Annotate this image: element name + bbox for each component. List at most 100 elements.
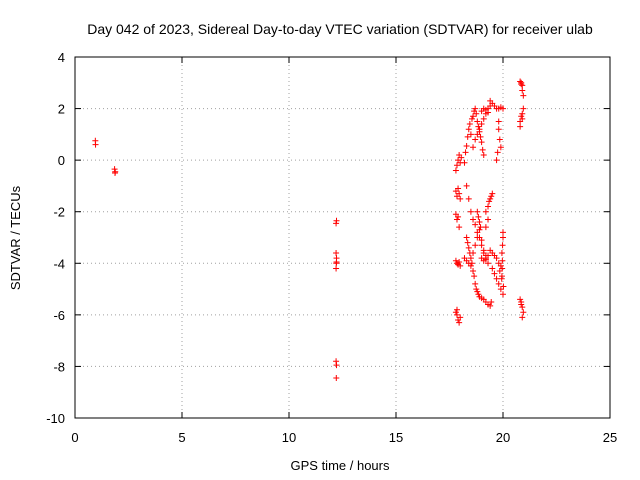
data-point xyxy=(467,208,474,215)
axis-ticks: 0 5 10 15 20 25 -10 -8 -6 -4 -2 0 2 4 xyxy=(46,50,617,445)
data-point xyxy=(485,203,492,210)
data-point xyxy=(467,131,474,138)
data-point xyxy=(333,375,340,382)
data-point xyxy=(470,144,477,151)
data-point xyxy=(473,286,480,293)
data-point xyxy=(333,265,340,272)
data-point xyxy=(491,270,498,277)
data-point xyxy=(496,136,503,143)
x-tick-label: 10 xyxy=(282,430,296,445)
data-point xyxy=(480,151,487,158)
x-tick-label: 0 xyxy=(71,430,78,445)
data-point xyxy=(476,219,483,226)
data-point xyxy=(493,157,500,164)
data-point xyxy=(519,87,526,94)
data-point xyxy=(453,162,460,169)
data-point xyxy=(472,105,479,112)
data-point xyxy=(474,131,481,138)
data-point xyxy=(478,121,485,128)
data-point xyxy=(333,249,340,256)
data-point xyxy=(473,110,480,117)
data-point xyxy=(458,154,465,161)
data-point xyxy=(488,193,495,200)
data-point xyxy=(467,255,474,262)
data-point xyxy=(520,309,527,316)
x-tick-label: 15 xyxy=(389,430,403,445)
data-point xyxy=(478,237,485,244)
data-point xyxy=(520,92,527,99)
data-point xyxy=(482,224,489,231)
data-point xyxy=(482,208,489,215)
data-point xyxy=(476,226,483,233)
data-point xyxy=(519,115,526,122)
data-point xyxy=(519,82,526,89)
data-point xyxy=(456,190,463,197)
y-tick-label: -10 xyxy=(46,411,65,426)
data-point xyxy=(498,275,505,282)
data-point xyxy=(479,146,486,153)
data-point xyxy=(517,78,524,85)
data-point xyxy=(485,109,492,116)
data-point xyxy=(474,208,481,215)
data-point xyxy=(470,249,477,256)
data-point xyxy=(453,311,460,318)
data-point xyxy=(500,291,506,298)
data-point xyxy=(457,195,464,202)
data-point xyxy=(452,257,459,264)
y-tick-label: -4 xyxy=(53,256,65,271)
data-point xyxy=(499,242,506,249)
y-tick-label: 4 xyxy=(58,50,65,65)
data-point xyxy=(333,217,340,224)
data-point xyxy=(455,185,462,192)
data-point xyxy=(475,213,482,220)
x-tick-label: 20 xyxy=(496,430,510,445)
data-point xyxy=(485,260,492,267)
data-point xyxy=(517,123,524,130)
data-point xyxy=(474,118,481,125)
data-point xyxy=(453,306,460,313)
y-tick-label: -8 xyxy=(53,359,65,374)
y-tick-label: -2 xyxy=(53,205,65,220)
data-point xyxy=(465,244,472,251)
data-point xyxy=(452,309,459,316)
data-point xyxy=(494,149,501,156)
x-tick-label: 5 xyxy=(178,430,185,445)
data-point xyxy=(471,273,478,280)
data-point xyxy=(520,105,527,112)
data-point xyxy=(456,258,463,265)
data-point xyxy=(500,234,506,241)
data-point xyxy=(518,298,525,305)
data-point xyxy=(464,133,471,140)
data-point xyxy=(112,168,119,175)
data-point xyxy=(487,97,494,104)
data-point xyxy=(487,195,494,202)
data-point xyxy=(495,126,502,133)
data-point xyxy=(465,195,472,202)
data-point xyxy=(486,198,493,205)
data-point xyxy=(465,126,472,133)
data-point xyxy=(475,123,482,130)
data-point xyxy=(489,190,496,197)
data-point xyxy=(478,242,485,249)
data-point xyxy=(499,257,506,264)
data-points xyxy=(92,78,527,382)
data-point xyxy=(478,139,485,146)
data-point xyxy=(470,268,477,275)
data-point xyxy=(474,288,481,295)
data-point xyxy=(470,113,477,120)
data-point xyxy=(455,213,462,220)
data-point xyxy=(488,298,495,305)
data-point xyxy=(457,314,464,321)
data-point xyxy=(466,121,473,128)
data-point xyxy=(472,242,479,249)
data-point xyxy=(467,262,474,269)
data-point xyxy=(518,113,525,120)
data-point xyxy=(497,262,504,269)
data-point xyxy=(464,239,471,246)
data-point xyxy=(485,216,492,223)
data-point xyxy=(495,280,502,287)
data-point xyxy=(333,362,340,369)
data-point xyxy=(472,280,479,287)
data-point xyxy=(485,252,492,259)
